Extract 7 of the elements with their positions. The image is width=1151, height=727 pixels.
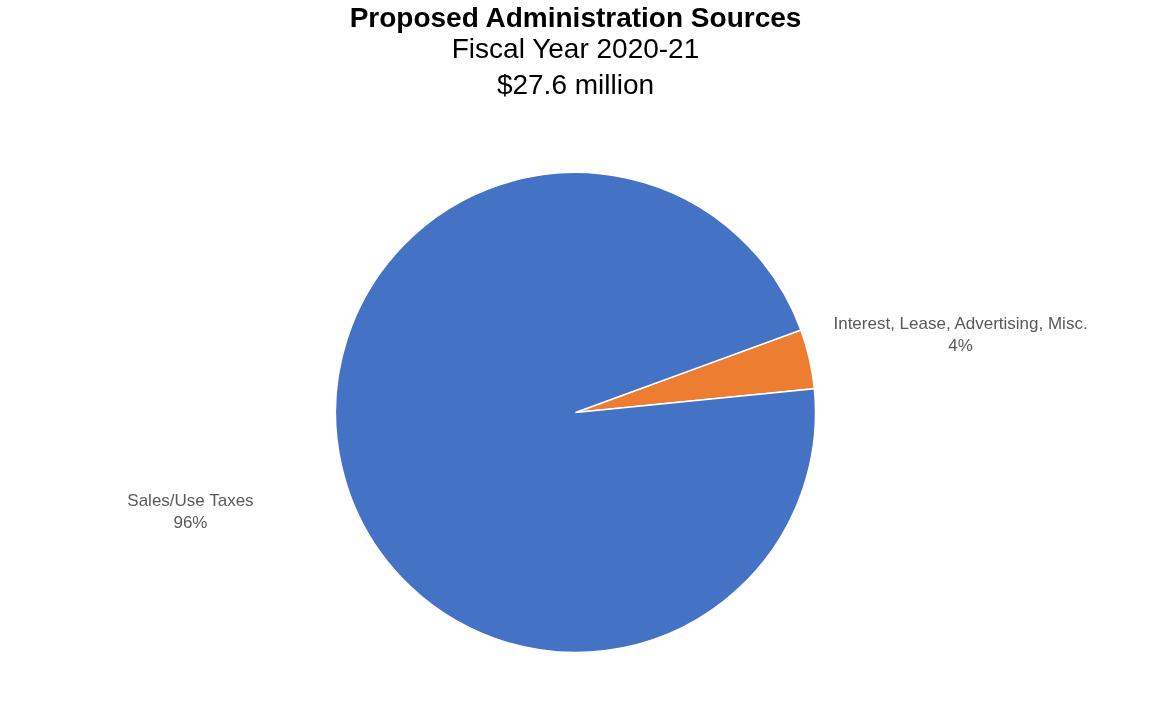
chart-title: Proposed Administration Sources — [349, 2, 802, 33]
slice-label: Sales/Use Taxes — [127, 490, 254, 510]
slice-label: Interest, Lease, Advertising, Misc. — [833, 314, 1088, 334]
data-label: 4% — [948, 336, 973, 356]
pie-slice — [334, 172, 817, 654]
chart-subtitle: Fiscal Year 2020-21 $27.6 million — [451, 33, 700, 100]
data-label: 96% — [173, 512, 208, 532]
